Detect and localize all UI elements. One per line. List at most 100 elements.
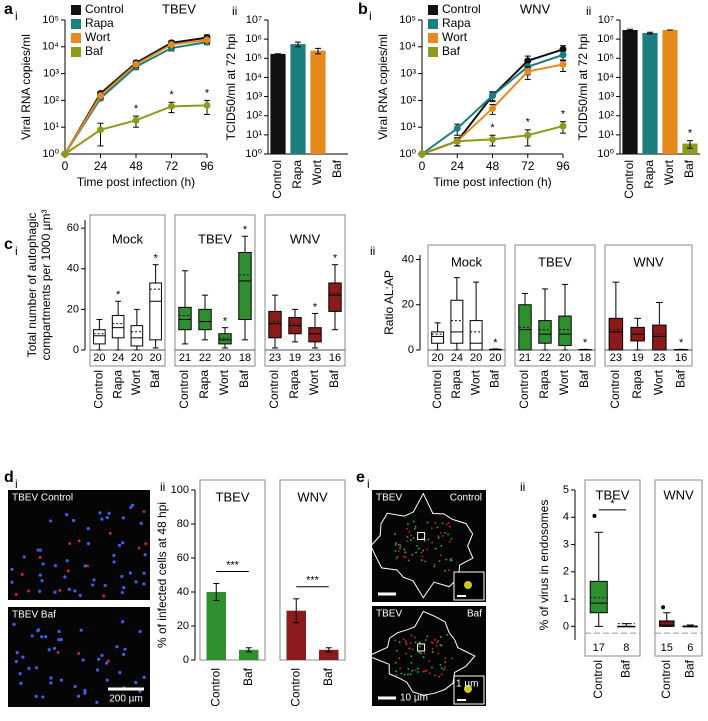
nucleus — [57, 638, 61, 642]
nucleus — [48, 519, 53, 523]
virus-signal — [433, 565, 436, 568]
infected-cell — [77, 652, 81, 655]
image-label: Control — [450, 493, 482, 504]
sample-size: 20 — [150, 352, 162, 364]
x-tick-label: Control — [608, 370, 622, 409]
y-tick-label: 3 — [563, 538, 569, 550]
box — [608, 317, 624, 351]
inset-signal — [464, 685, 472, 693]
sample-size: 20 — [93, 352, 105, 364]
box — [558, 315, 572, 346]
nucleus — [63, 575, 67, 579]
nucleus — [100, 517, 104, 521]
panel-label: b — [358, 1, 368, 18]
virus-signal — [394, 543, 397, 546]
virus-signal — [434, 547, 437, 550]
virus-signal — [410, 661, 413, 664]
legend-swatch — [428, 5, 438, 15]
sample-size: 18 — [579, 352, 591, 364]
significance: * — [493, 337, 498, 349]
virus-signal — [433, 638, 436, 641]
virus-signal — [403, 548, 406, 551]
x-tick-label: Baf — [321, 667, 335, 686]
nucleus — [115, 645, 119, 649]
virus-signal — [450, 557, 453, 560]
infected-cell — [102, 594, 106, 598]
nucleus — [120, 590, 124, 595]
x-tick-label: Rapa — [630, 370, 644, 399]
group-title: TBEV — [596, 487, 630, 502]
infected-cell — [137, 546, 141, 550]
nucleus — [65, 513, 69, 517]
nucleus — [19, 681, 23, 686]
virus-signal — [404, 640, 407, 643]
bar — [310, 50, 326, 154]
infected-cell — [77, 539, 81, 543]
data-point — [524, 67, 532, 75]
legend-swatch — [71, 5, 81, 15]
y-tick-label: 10¹ — [246, 129, 262, 141]
group-title: Mock — [451, 254, 483, 269]
significance: *** — [226, 559, 240, 571]
nucleus — [138, 629, 142, 634]
bar — [270, 53, 286, 154]
x-tick-label: Baf — [682, 659, 696, 678]
x-tick-label: Control — [92, 370, 106, 409]
nucleus — [52, 646, 57, 650]
virus-signal — [430, 527, 433, 530]
y-tick-label: 40 — [402, 253, 414, 265]
nucleus — [81, 658, 85, 662]
nucleus — [40, 635, 44, 639]
group-title: TBEV — [216, 489, 250, 504]
nucleus — [72, 518, 76, 523]
image-label: TBEV — [376, 609, 402, 620]
data-point — [168, 102, 175, 110]
inset-marker — [417, 643, 426, 652]
nucleus — [112, 560, 116, 564]
nucleus — [97, 657, 101, 661]
nucleus — [134, 580, 138, 584]
subpanel-label: i — [15, 244, 18, 258]
legend-label: Wort — [442, 30, 468, 44]
virus-signal — [421, 537, 424, 540]
y-tick-label: 5 — [563, 484, 569, 496]
x-tick-label: Control — [177, 370, 191, 409]
sample-size: 24 — [112, 352, 124, 364]
y-tick-label: 10⁴ — [399, 41, 416, 53]
series-line — [64, 41, 208, 155]
y-tick-label: 10¹ — [400, 121, 416, 133]
sample-size: 22 — [539, 352, 551, 364]
x-tick-label: Baf — [618, 659, 632, 678]
y-tick-label: 80 — [177, 518, 189, 530]
nucleus — [112, 553, 116, 558]
infected-cell — [20, 573, 24, 576]
box — [469, 320, 483, 351]
sample-size: 20 — [432, 352, 444, 364]
virus-signal — [399, 667, 402, 670]
box — [328, 282, 342, 312]
bar — [682, 143, 698, 154]
nucleus — [73, 684, 77, 689]
x-tick-label: Control — [208, 668, 222, 707]
sample-size: 21 — [519, 352, 531, 364]
virus-signal — [431, 648, 434, 650]
virus-signal — [447, 521, 450, 524]
x-tick-label: 96 — [556, 159, 570, 173]
sample-size: 20 — [219, 352, 231, 364]
sample-size: 17 — [593, 642, 605, 654]
data-point — [489, 104, 496, 112]
virus-signal — [406, 535, 409, 538]
virus-signal — [416, 671, 419, 673]
nucleus — [47, 648, 51, 652]
nucleus — [86, 541, 91, 546]
nucleus — [143, 553, 147, 557]
legend-swatch — [428, 33, 438, 43]
virus-signal — [396, 556, 399, 558]
x-tick-label: Wort — [652, 369, 666, 395]
virus-signal — [402, 555, 405, 558]
y-tick-label: 0 — [73, 344, 79, 356]
bar — [662, 30, 678, 155]
virus-signal — [408, 530, 411, 533]
x-tick-label: Baf — [237, 369, 251, 388]
